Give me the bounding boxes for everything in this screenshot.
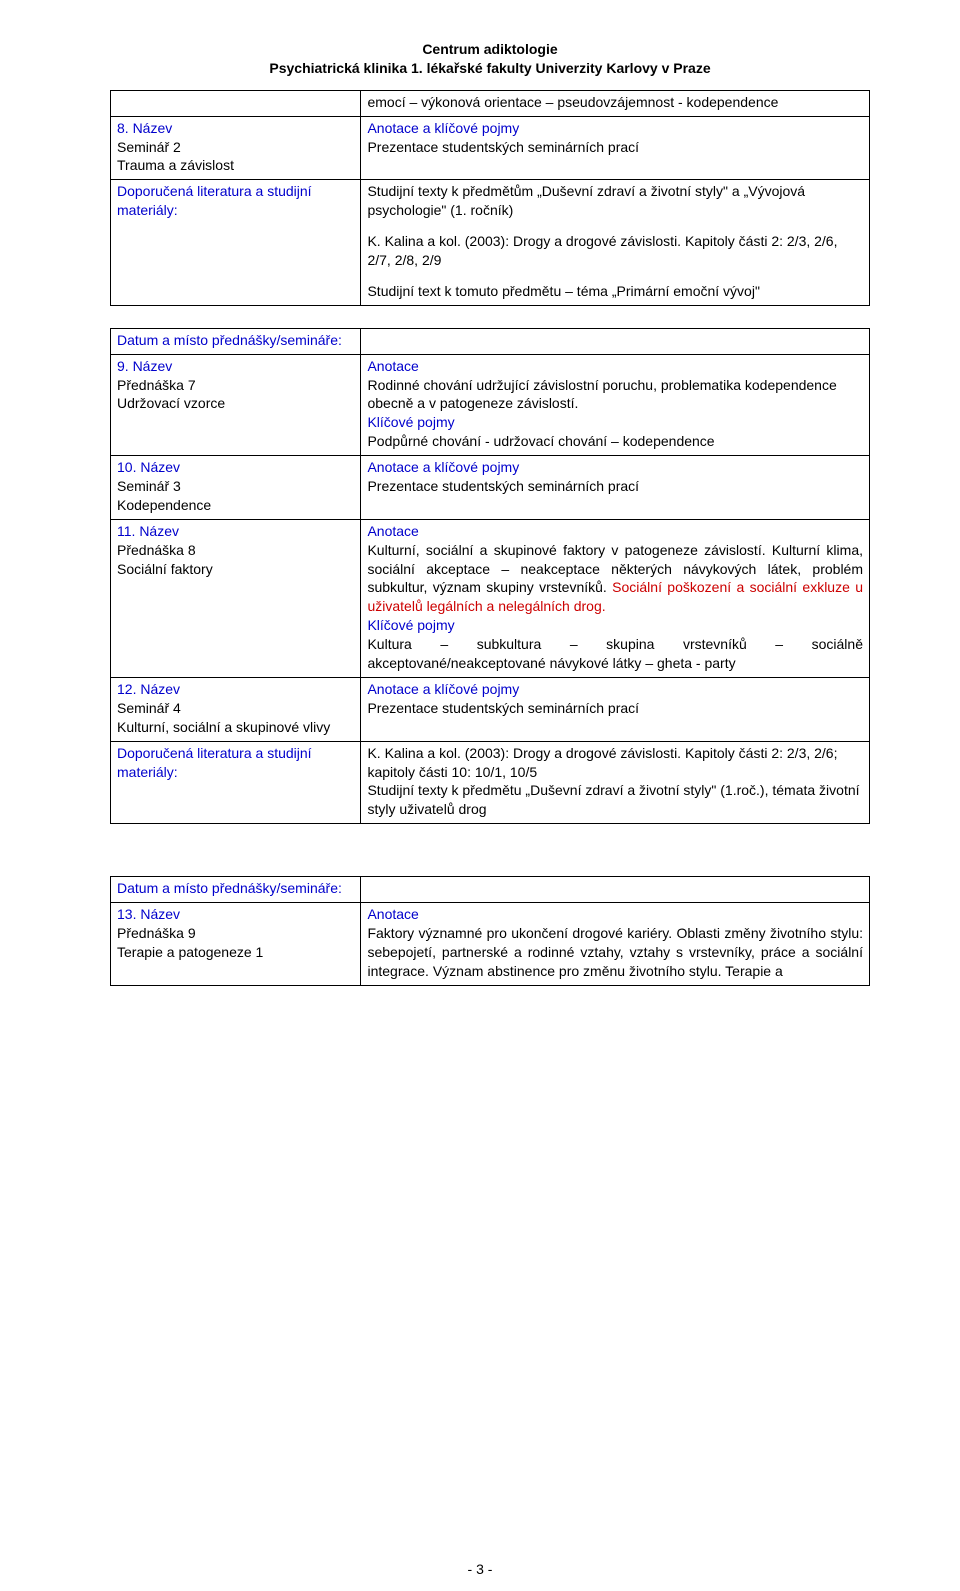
text: Trauma a závislost <box>117 157 234 173</box>
text: Prezentace studentských seminárních prac… <box>367 139 639 155</box>
table-3: Datum a místo přednášky/semináře: 13. Ná… <box>110 876 870 985</box>
table-row: Datum a místo přednášky/semináře: <box>111 328 870 354</box>
row-title: 13. Název <box>117 906 180 922</box>
spacer <box>110 846 870 876</box>
text: Doporučená literatura a studijní materiá… <box>117 183 312 218</box>
page-header: Centrum adiktologie Psychiatrická klinik… <box>110 40 870 78</box>
text: emocí – výkonová orientace – pseudovzáje… <box>367 94 778 110</box>
cell-right: Anotace a klíčové pojmy Prezentace stude… <box>361 116 870 180</box>
text: Anotace <box>367 358 418 374</box>
spacer <box>367 270 863 282</box>
table-2: Datum a místo přednášky/semináře: 9. Náz… <box>110 328 870 824</box>
text: Sociální faktory <box>117 561 213 577</box>
table-row: 8. Název Seminář 2 Trauma a závislost An… <box>111 116 870 180</box>
text: Studijní texty k předmětu „Duševní zdrav… <box>367 781 863 819</box>
cell-right: Anotace Faktory významné pro ukončení dr… <box>361 903 870 986</box>
text: Doporučená literatura a studijní materiá… <box>117 745 312 780</box>
text: Studijní text k tomuto předmětu – téma „… <box>367 282 863 301</box>
text: Kultura – subkultura – skupina vrstevník… <box>367 636 863 671</box>
cell-left: 13. Název Přednáška 9 Terapie a patogene… <box>111 903 361 986</box>
text: Kodependence <box>117 497 211 513</box>
table-row: 10. Název Seminář 3 Kodependence Anotace… <box>111 456 870 520</box>
page-number: - 3 - <box>0 1561 960 1577</box>
cell-left: 11. Název Přednáška 8 Sociální faktory <box>111 519 361 677</box>
text: Prezentace studentských seminárních prac… <box>367 700 639 716</box>
row-title: 11. Název <box>117 523 179 539</box>
text: Studijní texty k předmětům „Duševní zdra… <box>367 182 863 220</box>
row-title: 10. Název <box>117 459 180 475</box>
table-row: 12. Název Seminář 4 Kulturní, sociální a… <box>111 677 870 741</box>
text: Anotace <box>367 906 418 922</box>
cell-right: Anotace a klíčové pojmy Prezentace stude… <box>361 677 870 741</box>
text: Podpůrné chování - udržovací chování – k… <box>367 433 714 449</box>
text: K. Kalina a kol. (2003): Drogy a drogové… <box>367 744 863 782</box>
text: Rodinné chování udržující závislostní po… <box>367 377 836 412</box>
row-title: 12. Název <box>117 681 180 697</box>
spacer <box>367 220 863 232</box>
text: K. Kalina a kol. (2003): Drogy a drogové… <box>367 232 863 270</box>
cell-left: 8. Název Seminář 2 Trauma a závislost <box>111 116 361 180</box>
text: Klíčové pojmy <box>367 414 454 430</box>
text: Přednáška 7 <box>117 377 196 393</box>
text: Přednáška 9 <box>117 925 196 941</box>
text: Seminář 3 <box>117 478 181 494</box>
text: Kulturní, sociální a skupinové vlivy <box>117 718 354 737</box>
cell-left: Doporučená literatura a studijní materiá… <box>111 741 361 824</box>
text: Seminář 4 <box>117 700 181 716</box>
row-title: 8. Název <box>117 120 172 136</box>
text: Terapie a patogeneze 1 <box>117 943 354 962</box>
cell-right: Anotace Kulturní, sociální a skupinové f… <box>361 519 870 677</box>
cell-left: Doporučená literatura a studijní materiá… <box>111 180 361 305</box>
text: Udržovací vzorce <box>117 395 225 411</box>
text: Prezentace studentských seminárních prac… <box>367 478 639 494</box>
cell-right: Anotace a klíčové pojmy Prezentace stude… <box>361 456 870 520</box>
text: Anotace a klíčové pojmy <box>367 120 519 136</box>
cell-left <box>111 90 361 116</box>
text: Anotace a klíčové pojmy <box>367 459 519 475</box>
table-row: 11. Název Přednáška 8 Sociální faktory A… <box>111 519 870 677</box>
table-row: Datum a místo přednášky/semináře: <box>111 877 870 903</box>
cell-left: Datum a místo přednášky/semináře: <box>111 328 361 354</box>
header-line-1: Centrum adiktologie <box>110 40 870 59</box>
cell-left: 9. Název Přednáška 7 Udržovací vzorce <box>111 354 361 455</box>
text: Datum a místo přednášky/semináře: <box>117 332 342 348</box>
cell-right: Studijní texty k předmětům „Duševní zdra… <box>361 180 870 305</box>
cell-right: K. Kalina a kol. (2003): Drogy a drogové… <box>361 741 870 824</box>
table-1: emocí – výkonová orientace – pseudovzáje… <box>110 90 870 306</box>
cell-left: 12. Název Seminář 4 Kulturní, sociální a… <box>111 677 361 741</box>
cell-right: emocí – výkonová orientace – pseudovzáje… <box>361 90 870 116</box>
text: Anotace <box>367 523 418 539</box>
cell-left: 10. Název Seminář 3 Kodependence <box>111 456 361 520</box>
table-row: 9. Název Přednáška 7 Udržovací vzorce An… <box>111 354 870 455</box>
cell-right: Anotace Rodinné chování udržující závisl… <box>361 354 870 455</box>
header-line-2: Psychiatrická klinika 1. lékařské fakult… <box>110 59 870 78</box>
text: Datum a místo přednášky/semináře: <box>117 880 342 896</box>
cell-left: Datum a místo přednášky/semináře: <box>111 877 361 903</box>
text: Anotace a klíčové pojmy <box>367 681 519 697</box>
table-row: 13. Název Přednáška 9 Terapie a patogene… <box>111 903 870 986</box>
row-title: 9. Název <box>117 358 172 374</box>
table-row: Doporučená literatura a studijní materiá… <box>111 180 870 305</box>
page: Centrum adiktologie Psychiatrická klinik… <box>0 0 960 1591</box>
table-row: Doporučená literatura a studijní materiá… <box>111 741 870 824</box>
text: Přednáška 8 <box>117 542 196 558</box>
cell-right <box>361 877 870 903</box>
text: Klíčové pojmy <box>367 617 454 633</box>
text: Seminář 2 <box>117 139 181 155</box>
text: Faktory významné pro ukončení drogové ka… <box>367 925 863 979</box>
cell-right <box>361 328 870 354</box>
table-row: emocí – výkonová orientace – pseudovzáje… <box>111 90 870 116</box>
